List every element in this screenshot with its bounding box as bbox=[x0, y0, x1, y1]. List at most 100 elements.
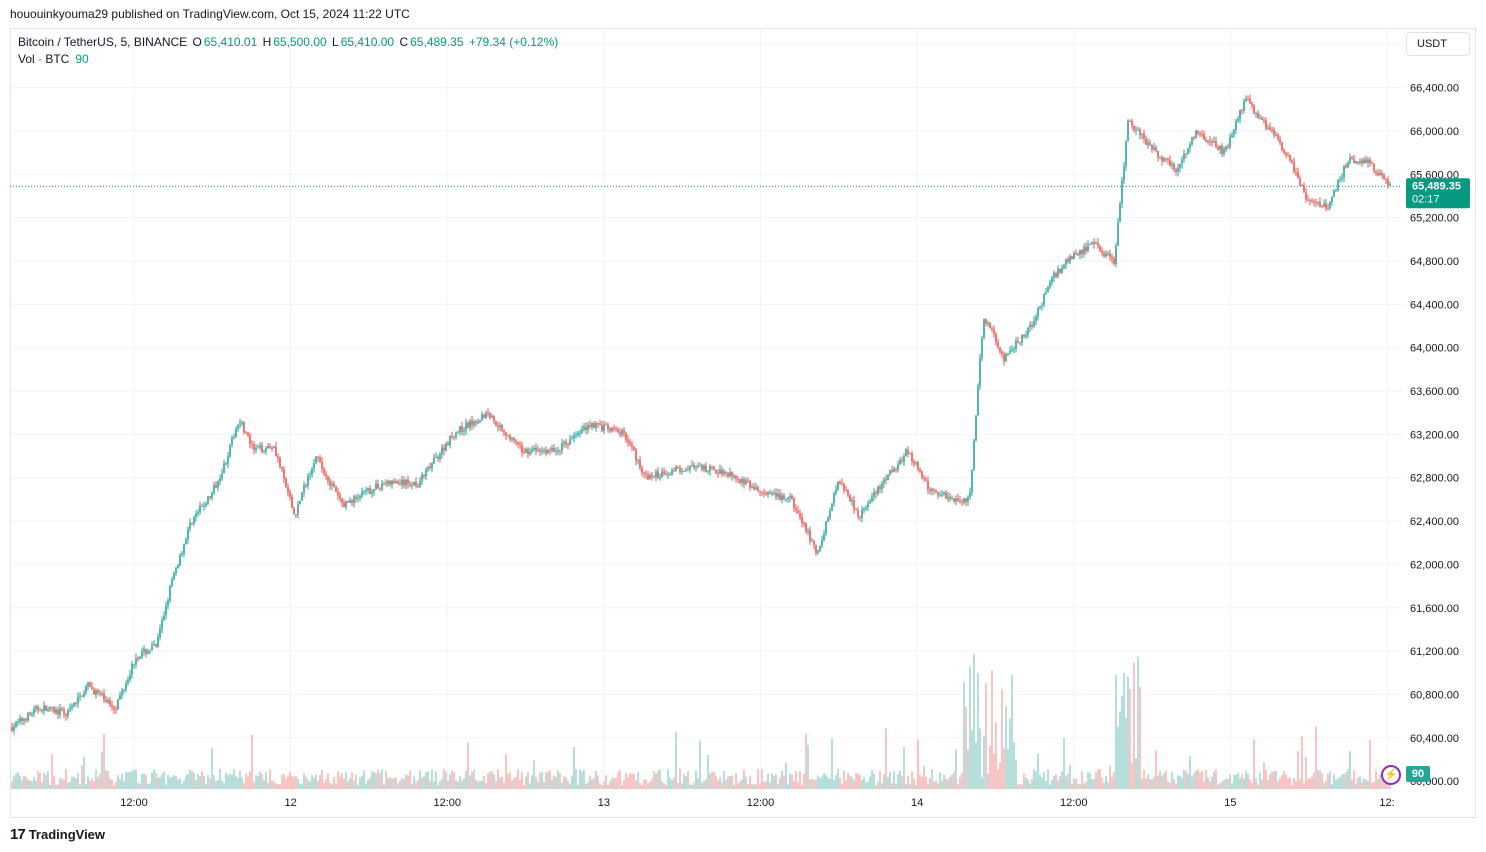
publisher-caption: hououinkyouma29 published on TradingView… bbox=[10, 7, 410, 21]
volume-bar bbox=[31, 781, 33, 789]
lightning-icon[interactable]: ⚡ bbox=[1381, 765, 1401, 785]
candle-body bbox=[625, 432, 627, 440]
volume-bar bbox=[361, 775, 363, 789]
candle-body bbox=[829, 510, 831, 518]
candle-body bbox=[1355, 161, 1357, 164]
candle-body bbox=[1295, 171, 1297, 173]
candle-body bbox=[517, 441, 519, 445]
candle-body bbox=[219, 478, 221, 482]
currency-button[interactable]: USDT bbox=[1406, 32, 1470, 56]
candle-body bbox=[281, 467, 283, 470]
y-tick-label: 64,400.00 bbox=[1410, 299, 1459, 311]
candle-body bbox=[105, 699, 107, 703]
candle-body bbox=[1203, 134, 1205, 140]
candle-body bbox=[365, 490, 367, 492]
volume-bar bbox=[951, 774, 953, 789]
volume-bar bbox=[1189, 755, 1191, 789]
volume-bar bbox=[947, 779, 949, 789]
candle-body bbox=[19, 718, 21, 722]
candle-body bbox=[1039, 306, 1041, 309]
volume-bar bbox=[757, 769, 759, 789]
volume-bar bbox=[995, 721, 997, 789]
candle-body bbox=[881, 483, 883, 490]
candle-body bbox=[653, 476, 655, 478]
x-tick-label: 13 bbox=[598, 797, 610, 809]
volume-bar bbox=[1079, 784, 1081, 789]
candle-body bbox=[1181, 159, 1183, 165]
candle-body bbox=[321, 461, 323, 469]
candle-body bbox=[1107, 253, 1109, 255]
candle-body bbox=[161, 620, 163, 629]
candle-body bbox=[583, 426, 585, 430]
candle-body bbox=[671, 470, 673, 475]
tradingview-footer[interactable]: 17 TradingView bbox=[10, 826, 105, 843]
volume-bar bbox=[239, 770, 241, 789]
candle-body bbox=[713, 466, 715, 470]
volume-bar bbox=[1311, 776, 1313, 789]
volume-bar bbox=[545, 772, 547, 789]
volume-bar bbox=[71, 776, 73, 789]
volume-bar bbox=[985, 683, 987, 789]
volume-bar bbox=[439, 781, 441, 789]
candle-body bbox=[301, 492, 303, 501]
candle-body bbox=[457, 432, 459, 434]
candle-body bbox=[535, 448, 537, 451]
candle-body bbox=[991, 328, 993, 330]
candle-body bbox=[67, 709, 69, 716]
candle-body bbox=[1093, 242, 1095, 245]
candle-body bbox=[93, 689, 95, 695]
volume-bar bbox=[681, 783, 683, 789]
volume-bar bbox=[499, 777, 501, 789]
volume-bar bbox=[529, 783, 531, 789]
candle-body bbox=[1233, 129, 1235, 135]
volume-bar bbox=[1159, 771, 1161, 789]
volume-bar bbox=[537, 781, 539, 789]
candle-body bbox=[1057, 268, 1059, 277]
candle-body bbox=[51, 706, 53, 708]
volume-bar bbox=[305, 776, 307, 789]
volume-bar bbox=[75, 778, 77, 789]
volume-bar bbox=[1203, 781, 1205, 789]
candle-body bbox=[29, 712, 31, 715]
candle-body bbox=[407, 479, 409, 484]
candle-body bbox=[1287, 154, 1289, 156]
volume-bar bbox=[113, 784, 115, 789]
candle-body bbox=[693, 464, 695, 468]
volume-bar bbox=[407, 775, 409, 789]
candle-body bbox=[853, 500, 855, 510]
candle-body bbox=[433, 457, 435, 464]
volume-bar bbox=[121, 773, 123, 789]
candle-body bbox=[651, 475, 653, 477]
volume-bar bbox=[1029, 783, 1031, 789]
candle-body bbox=[87, 682, 89, 687]
volume-bar bbox=[1195, 770, 1197, 789]
candle-body bbox=[639, 460, 641, 468]
volume-bar bbox=[999, 762, 1001, 789]
volume-bar bbox=[1187, 773, 1189, 789]
candle-body bbox=[1183, 153, 1185, 160]
candle-body bbox=[1055, 273, 1057, 277]
candle-body bbox=[1367, 159, 1369, 163]
candle-body bbox=[349, 500, 351, 503]
volume-bar bbox=[741, 779, 743, 789]
volume-bar bbox=[449, 774, 451, 789]
volume-bar bbox=[55, 784, 57, 789]
candle-body bbox=[501, 425, 503, 431]
candle-body bbox=[107, 700, 109, 703]
volume-bar bbox=[865, 782, 867, 789]
candle-body bbox=[1063, 264, 1065, 268]
volume-bar bbox=[85, 784, 87, 789]
volume-bar bbox=[1229, 774, 1231, 789]
candle-body bbox=[851, 500, 853, 502]
volume-bar bbox=[21, 779, 23, 789]
symbol-title[interactable]: Bitcoin / TetherUS, 5, BINANCE bbox=[18, 35, 188, 49]
candle-body bbox=[1319, 201, 1321, 207]
candle-body bbox=[1281, 142, 1283, 151]
volume-bar bbox=[645, 779, 647, 789]
volume-bar bbox=[379, 773, 381, 789]
candle-body bbox=[571, 437, 573, 440]
candle-body bbox=[607, 424, 609, 429]
candle-body bbox=[939, 494, 941, 496]
candle-body bbox=[833, 493, 835, 504]
